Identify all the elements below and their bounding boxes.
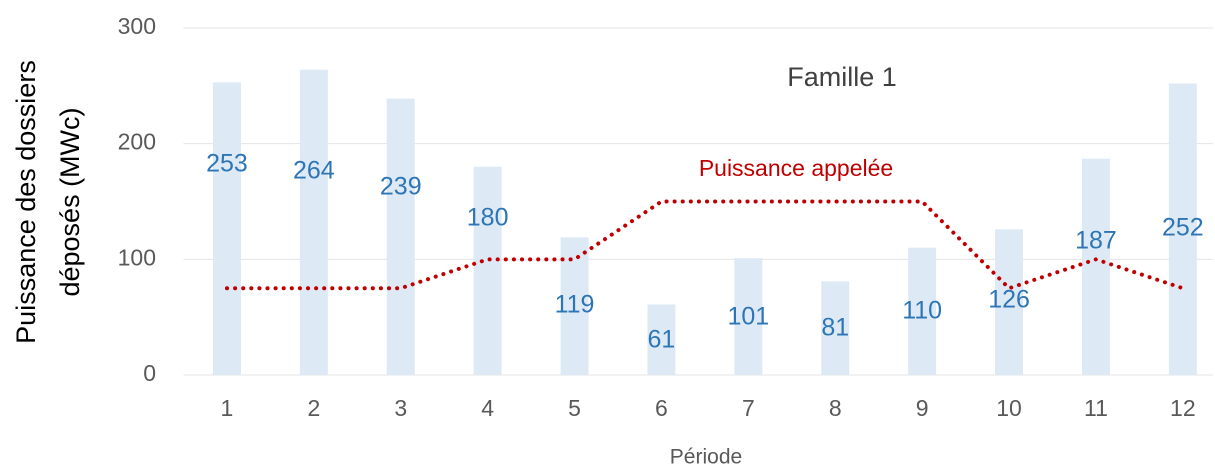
series-label: Puissance appelée bbox=[699, 155, 893, 181]
bar bbox=[995, 229, 1024, 375]
value-label: 61 bbox=[648, 326, 676, 354]
bar bbox=[386, 98, 415, 375]
line bbox=[224, 199, 1185, 291]
y-axis-label-line: Puissance des dossiers bbox=[11, 60, 41, 344]
value-label: 101 bbox=[727, 303, 769, 331]
x-tick-label: 12 bbox=[1170, 395, 1196, 421]
bar bbox=[473, 166, 502, 375]
bar bbox=[299, 69, 328, 375]
x-tick-label: 5 bbox=[568, 395, 581, 421]
bar bbox=[1081, 158, 1110, 375]
y-axis-label: Puissance des dossiers déposés (MWc) bbox=[11, 60, 85, 344]
value-label: 252 bbox=[1162, 214, 1204, 242]
x-tick-label: 1 bbox=[221, 395, 234, 421]
value-label: 239 bbox=[380, 173, 422, 201]
value-label: 119 bbox=[555, 291, 595, 319]
y-tick-label: 300 bbox=[118, 13, 156, 39]
bar bbox=[212, 82, 241, 375]
bar bbox=[734, 258, 763, 375]
x-tick-label: 6 bbox=[655, 395, 668, 421]
value-label: 180 bbox=[467, 204, 509, 232]
value-label: 81 bbox=[821, 314, 849, 342]
x-tick-label: 10 bbox=[996, 395, 1022, 421]
bar bbox=[821, 281, 850, 375]
value-label: 187 bbox=[1075, 227, 1117, 255]
value-label: 126 bbox=[988, 286, 1030, 314]
bar bbox=[647, 304, 676, 375]
bar bbox=[560, 237, 589, 375]
x-axis-label: Période bbox=[670, 446, 742, 469]
x-tick-label: 7 bbox=[742, 395, 755, 421]
x-tick-label: 11 bbox=[1084, 395, 1108, 421]
value-label: 110 bbox=[902, 297, 942, 325]
value-label: 264 bbox=[293, 157, 335, 185]
x-tick-label: 3 bbox=[394, 395, 407, 421]
x-tick-label: 2 bbox=[307, 395, 320, 421]
x-tick-label: 8 bbox=[829, 395, 842, 421]
y-tick-label: 200 bbox=[118, 129, 156, 155]
y-tick-label: 0 bbox=[143, 360, 156, 386]
x-tick-label: 9 bbox=[916, 395, 929, 421]
chart-title: Famille 1 bbox=[787, 62, 897, 92]
bar bbox=[1168, 83, 1197, 376]
bar bbox=[908, 247, 937, 375]
y-tick-label: 100 bbox=[118, 244, 156, 270]
y-axis-label-line: déposés (MWc) bbox=[55, 107, 85, 296]
value-label: 253 bbox=[206, 150, 248, 178]
x-tick-label: 4 bbox=[481, 395, 494, 421]
